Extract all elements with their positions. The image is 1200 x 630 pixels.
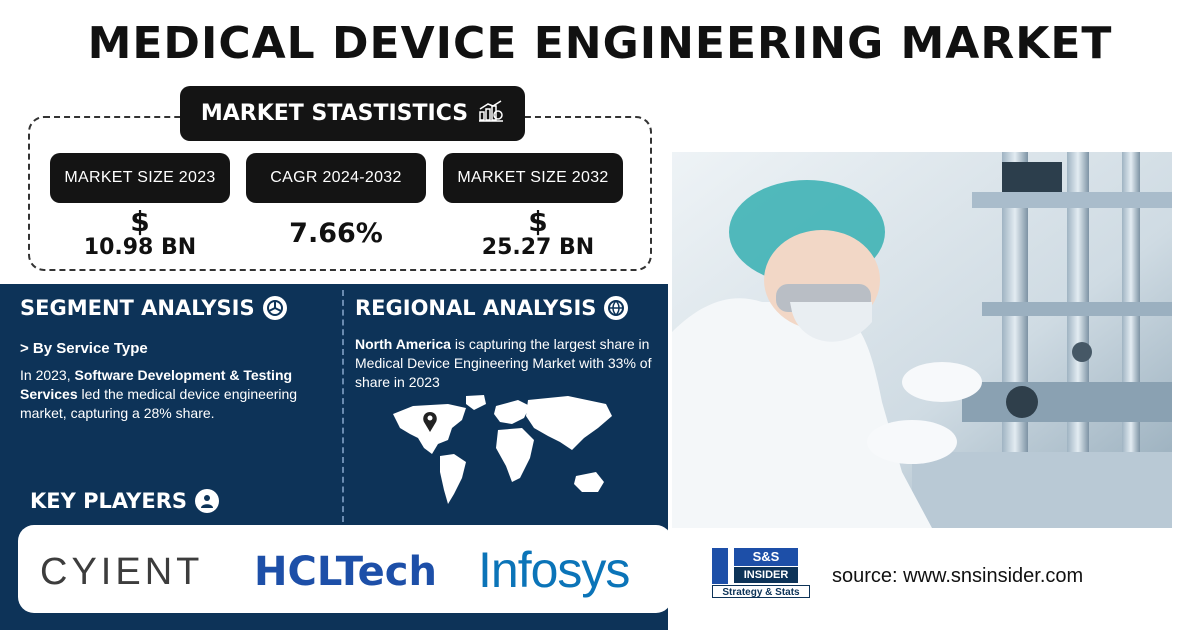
stats-heading-label: MARKET STASTISTICS	[200, 101, 469, 126]
segment-analysis-title: SEGMENT ANALYSIS	[20, 296, 255, 320]
currency-symbol: $	[130, 205, 150, 238]
segment-pie-icon	[262, 296, 287, 320]
globe-pin-icon	[604, 296, 629, 320]
lab-photo	[672, 152, 1172, 528]
cagr-value: 7.66%	[289, 218, 383, 249]
regional-text-bold: North America	[355, 336, 451, 352]
europe-shape	[494, 400, 530, 424]
logo-top-text: S&S	[734, 548, 798, 566]
regional-description: North America is capturing the largest s…	[355, 335, 660, 392]
segment-text-prefix: In 2023,	[20, 367, 75, 383]
hcltech-logo: HCLTech	[254, 549, 437, 595]
market-size-2023-label: MARKET SIZE 2023	[50, 153, 230, 203]
logo-middle-text: INSIDER	[734, 567, 798, 583]
australia-shape	[574, 472, 604, 492]
cagr-label: CAGR 2024-2032	[246, 153, 426, 203]
asia-shape	[526, 396, 612, 450]
location-pin-icon	[423, 412, 437, 432]
africa-shape	[496, 428, 534, 482]
regional-analysis-title: REGIONAL ANALYSIS	[355, 296, 597, 320]
market-size-2023-amount: 10.98 BN	[83, 235, 197, 260]
sns-insider-logo: S&S INSIDER Strategy & Stats	[712, 548, 812, 598]
segment-analysis-heading: SEGMENT ANALYSIS	[20, 296, 287, 320]
cyient-logo: CYIENT	[40, 551, 204, 593]
market-size-2032-amount: 25.27 BN	[481, 235, 595, 260]
market-size-2023-value: $ 10.98 BN	[50, 208, 230, 260]
stats-heading: MARKET STASTISTICS	[180, 86, 525, 141]
segment-text-suffix: led the medical device engineering marke…	[20, 386, 298, 421]
market-size-2032-value: $ 25.27 BN	[448, 208, 628, 260]
market-size-2032-label: MARKET SIZE 2032	[443, 153, 623, 203]
world-map	[393, 395, 612, 504]
infosys-logo: Infosys	[478, 542, 630, 598]
segment-text-bold: Software Development & Testing Services	[20, 367, 293, 402]
segment-description: In 2023, Software Development & Testing …	[20, 366, 326, 423]
growth-chart-icon	[478, 99, 504, 128]
greenland-shape	[466, 395, 486, 410]
key-players-logos: CYIENT HCLTech Infosys	[18, 525, 672, 613]
source-text: source: www.snsinsider.com	[832, 565, 1084, 587]
key-players-heading: KEY PLAYERS	[30, 489, 219, 513]
key-players-title: KEY PLAYERS	[30, 489, 187, 513]
page-title: MEDICAL DEVICE ENGINEERING MARKET	[87, 18, 1113, 69]
logo-tagline: Strategy & Stats	[712, 585, 810, 598]
person-icon	[195, 489, 219, 513]
south-america-shape	[440, 454, 466, 504]
logo-bar	[712, 548, 728, 584]
panel-divider	[342, 290, 344, 522]
currency-symbol: $	[528, 205, 548, 238]
regional-text-suffix: is capturing the largest share in Medica…	[355, 336, 652, 390]
segment-subheading: > By Service Type	[20, 340, 148, 357]
regional-analysis-heading: REGIONAL ANALYSIS	[355, 296, 629, 320]
